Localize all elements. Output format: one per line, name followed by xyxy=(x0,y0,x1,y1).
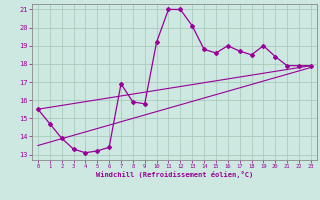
X-axis label: Windchill (Refroidissement éolien,°C): Windchill (Refroidissement éolien,°C) xyxy=(96,171,253,178)
